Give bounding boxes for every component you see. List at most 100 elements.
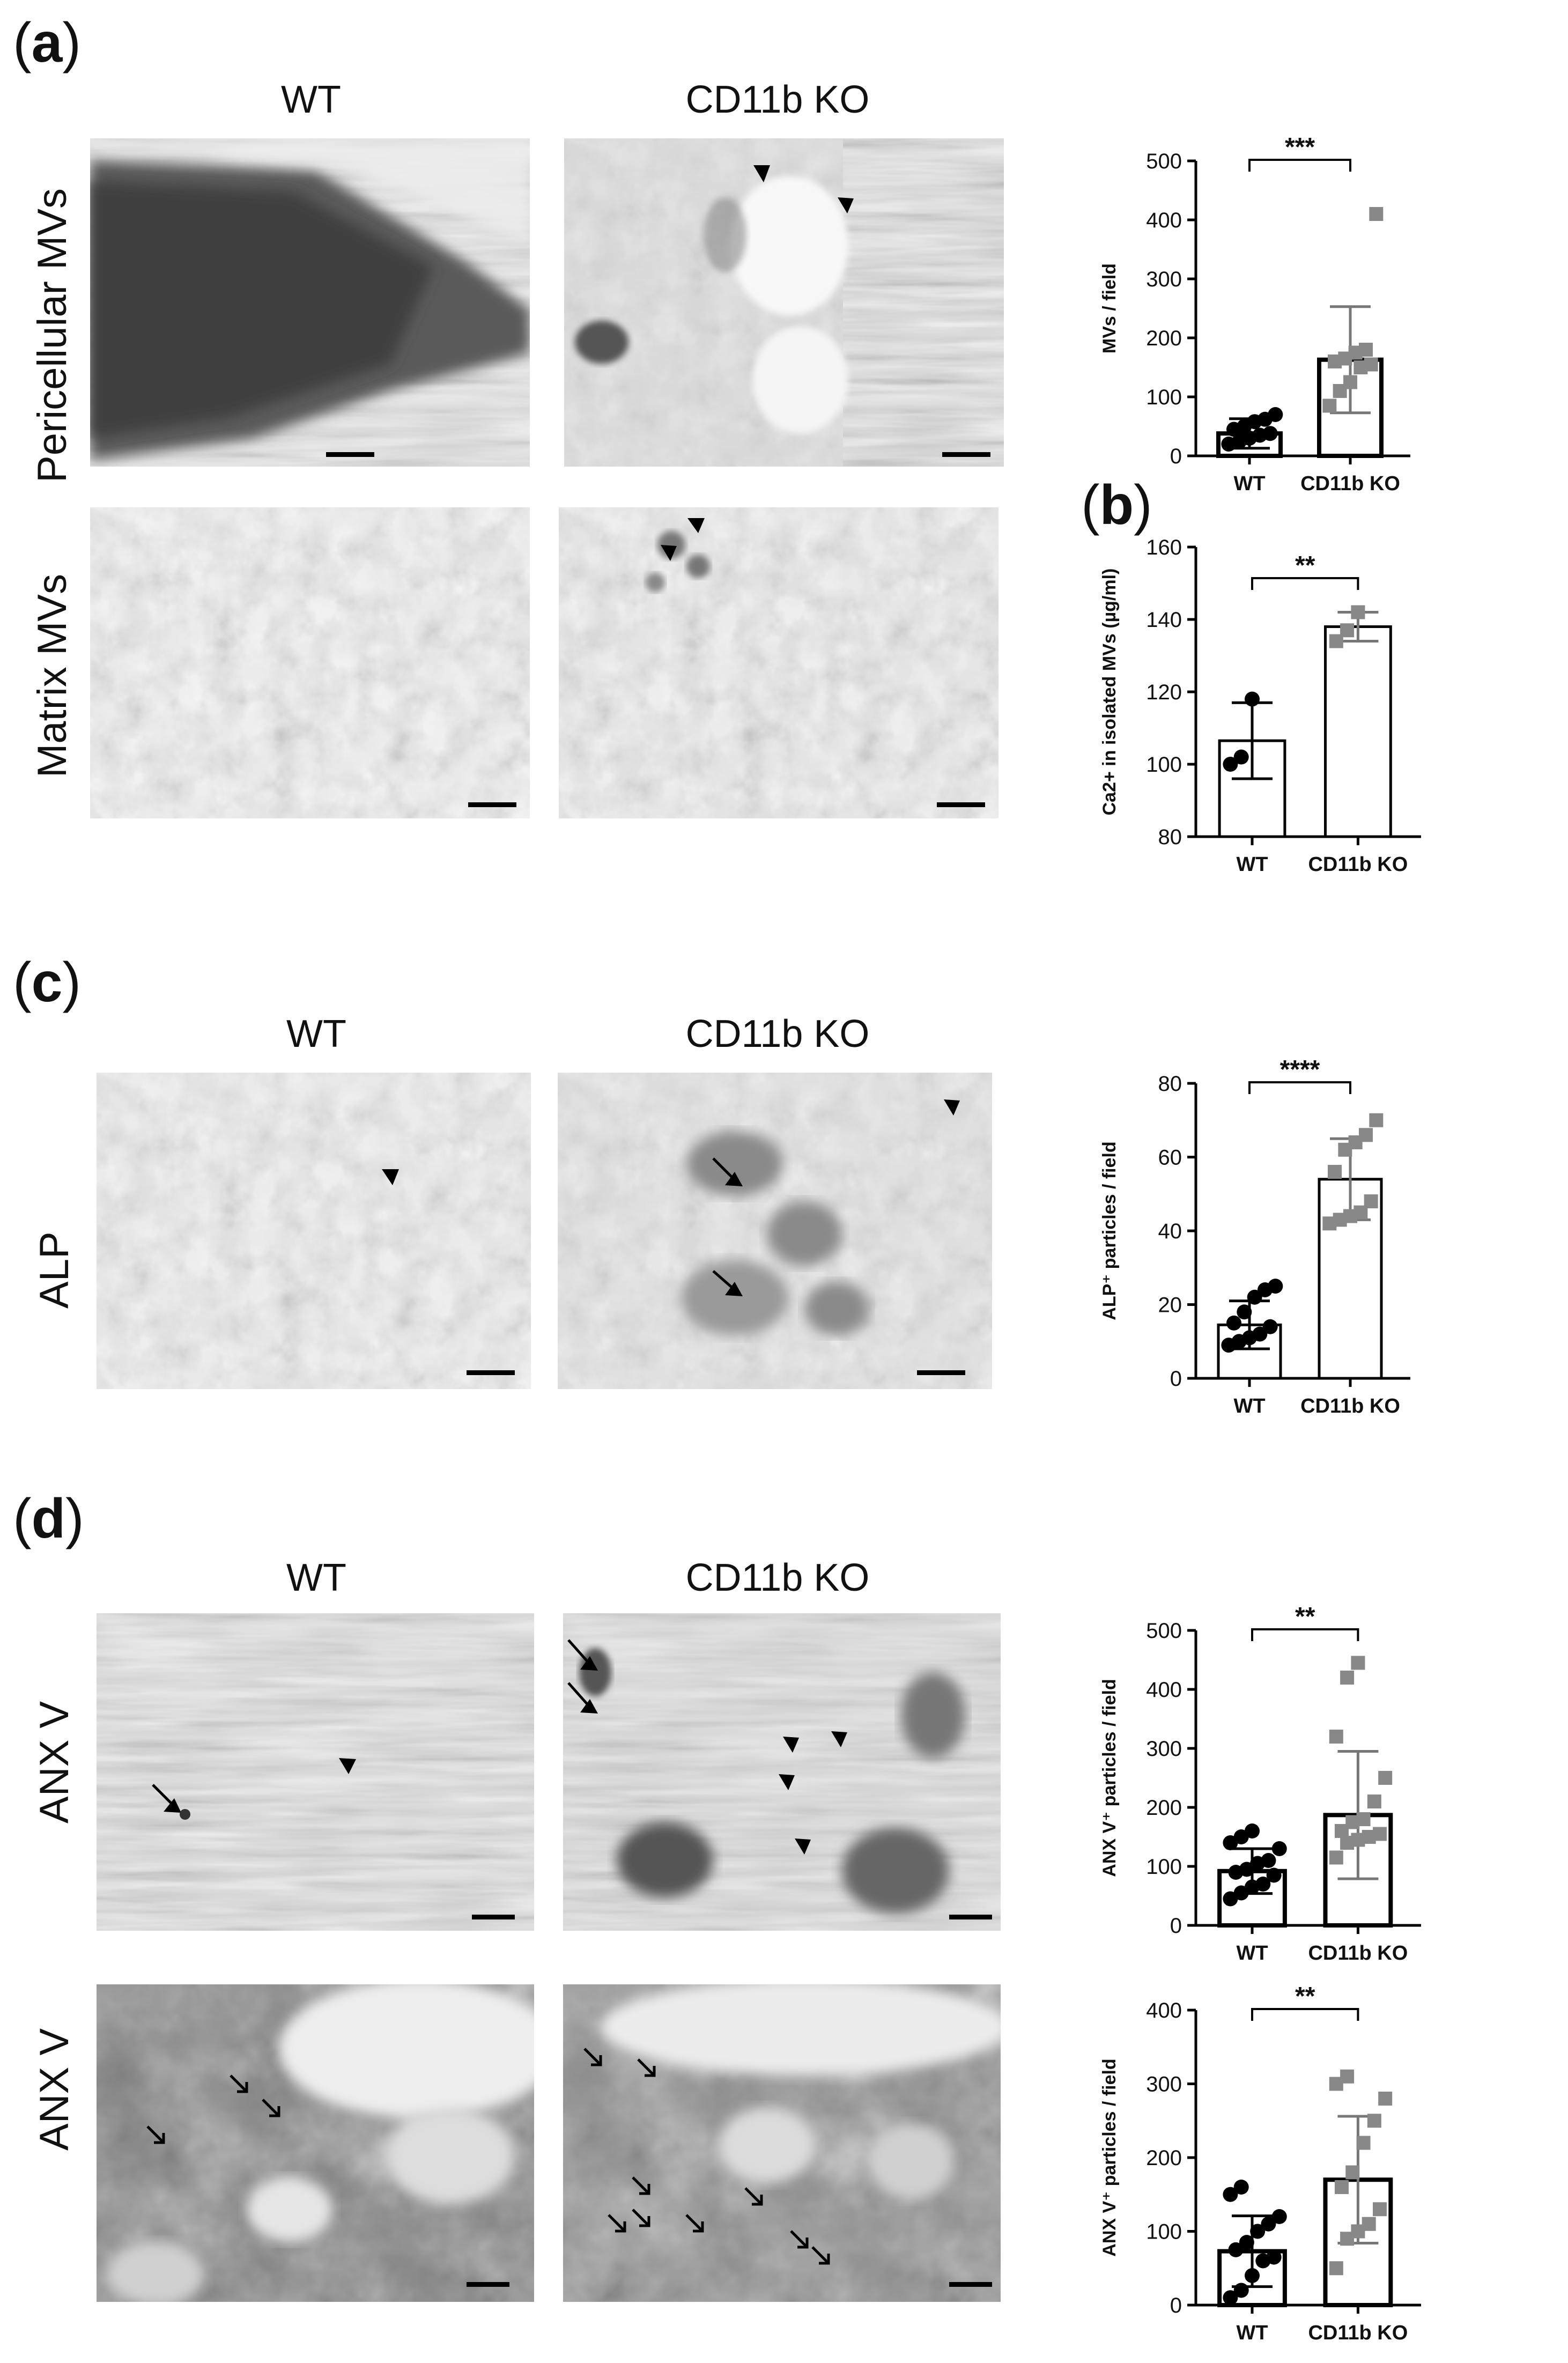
panel-letter-c: (c) bbox=[13, 951, 82, 1014]
micrograph-pericellular-wt bbox=[90, 138, 530, 467]
data-point bbox=[1351, 1656, 1365, 1670]
y-tick-label: 500 bbox=[1146, 150, 1182, 173]
row-label-anxv-2: ANX V bbox=[32, 2028, 77, 2151]
y-tick-label: 140 bbox=[1146, 608, 1182, 632]
scale-bar bbox=[467, 2282, 509, 2287]
scale-bar bbox=[942, 452, 990, 457]
data-point bbox=[1233, 2180, 1249, 2195]
y-tick-label: 200 bbox=[1146, 1796, 1182, 1820]
column-label-ko-d: CD11b KO bbox=[685, 1556, 870, 1599]
data-point bbox=[1268, 407, 1283, 422]
data-point bbox=[1373, 2202, 1387, 2217]
row-label-alp: ALP bbox=[32, 1231, 77, 1309]
data-point bbox=[1362, 2217, 1376, 2231]
micrograph-anxv-wt-2 bbox=[97, 1984, 534, 2302]
data-point bbox=[1245, 2268, 1260, 2283]
scale-bar bbox=[468, 802, 516, 807]
micrograph-pericellular-ko bbox=[564, 138, 1004, 467]
arrowhead-marker bbox=[382, 1169, 399, 1185]
data-point bbox=[1252, 1326, 1268, 1342]
x-tick-label: CD11b KO bbox=[1308, 1942, 1408, 1965]
data-point bbox=[1262, 1319, 1278, 1334]
y-axis-label: ANX V⁺ particles / field bbox=[1099, 2058, 1120, 2256]
y-tick-label: 0 bbox=[1170, 1914, 1182, 1938]
data-point bbox=[1245, 691, 1260, 707]
data-point bbox=[1233, 749, 1249, 765]
y-tick-label: 0 bbox=[1170, 445, 1182, 468]
chart-anxv-particles-1: 0 100 200 300 400 500 ANX V⁺ particles / field… bbox=[1099, 1603, 1421, 1965]
y-tick-label: 100 bbox=[1146, 386, 1182, 409]
significance-label: **** bbox=[1280, 1055, 1320, 1084]
y-tick-label: 300 bbox=[1146, 268, 1182, 291]
significance-label: ** bbox=[1295, 1982, 1315, 2011]
column-label-wt-d: WT bbox=[286, 1556, 346, 1599]
column-label-ko-c: CD11b KO bbox=[685, 1013, 870, 1055]
data-point bbox=[1223, 2187, 1238, 2202]
significance-bracket bbox=[1248, 1081, 1351, 1094]
significance-label: ** bbox=[1295, 1603, 1315, 1631]
data-point bbox=[1266, 1867, 1282, 1883]
x-tick-label: WT bbox=[1236, 2322, 1268, 2344]
y-axis-label: ALP⁺ particles / field bbox=[1099, 1141, 1120, 1320]
significance-label: ** bbox=[1295, 551, 1315, 580]
arrowhead-marker bbox=[831, 1731, 847, 1747]
y-tick-label: 160 bbox=[1146, 536, 1182, 559]
data-point bbox=[1228, 2242, 1244, 2257]
arrowhead-marker bbox=[661, 545, 677, 561]
data-point bbox=[1237, 1304, 1252, 1320]
open-arrow-markers bbox=[583, 2048, 830, 2265]
data-point bbox=[1261, 1853, 1276, 1868]
y-tick-label: 40 bbox=[1158, 1220, 1182, 1243]
scale-bar bbox=[937, 802, 985, 807]
data-point bbox=[1356, 2136, 1371, 2150]
y-tick-label: 60 bbox=[1158, 1146, 1182, 1170]
data-point bbox=[1364, 357, 1378, 372]
arrowhead-marker bbox=[339, 1758, 356, 1774]
data-point bbox=[1356, 1812, 1371, 1826]
arrowhead-marker bbox=[944, 1099, 960, 1116]
micrograph-anxv-ko-1 bbox=[563, 1613, 1001, 1931]
arrowhead-marker bbox=[753, 165, 770, 182]
y-tick-label: 0 bbox=[1170, 1367, 1182, 1391]
y-tick-label: 0 bbox=[1170, 2294, 1182, 2317]
micrograph-anxv-ko-2 bbox=[563, 1984, 1001, 2302]
data-point bbox=[1262, 426, 1278, 441]
y-tick-label: 80 bbox=[1158, 1072, 1182, 1096]
data-point bbox=[1268, 1279, 1283, 1294]
data-point bbox=[1255, 1877, 1271, 1892]
arrow-marker bbox=[712, 1270, 736, 1291]
data-point bbox=[1328, 1165, 1342, 1179]
y-tick-label: 400 bbox=[1146, 1678, 1182, 1702]
significance-bracket bbox=[1248, 159, 1351, 172]
column-label-wt-c: WT bbox=[286, 1013, 346, 1055]
data-point bbox=[1334, 2180, 1349, 2194]
arrowhead-marker bbox=[687, 518, 705, 533]
scale-bar bbox=[467, 1370, 515, 1375]
significance-bracket bbox=[1251, 577, 1359, 590]
data-point bbox=[1340, 2069, 1355, 2084]
arrow-marker bbox=[152, 1784, 175, 1807]
y-tick-label: 500 bbox=[1146, 1619, 1182, 1643]
y-tick-label: 300 bbox=[1146, 1737, 1182, 1761]
x-tick-label: CD11b KO bbox=[1308, 2322, 1408, 2344]
y-tick-label: 300 bbox=[1146, 2073, 1182, 2096]
data-point bbox=[1359, 1128, 1373, 1142]
scale-bar bbox=[472, 1915, 515, 1919]
data-point bbox=[1329, 2261, 1343, 2276]
scale-bar bbox=[917, 1370, 965, 1375]
arrowhead-marker bbox=[795, 1838, 811, 1855]
data-point bbox=[1322, 398, 1337, 413]
data-point bbox=[1340, 623, 1355, 638]
chart-ca2-isolated-mvs: 80 100 120 140 160 Ca2+ in isolated MVs (µg/m… bbox=[1099, 536, 1421, 876]
data-point bbox=[1271, 1841, 1287, 1856]
panel-letter-d: (d) bbox=[13, 1488, 84, 1550]
data-point bbox=[1223, 757, 1238, 772]
y-tick-label: 100 bbox=[1146, 1855, 1182, 1879]
y-tick-label: 200 bbox=[1146, 327, 1182, 350]
chart-anxv-particles-2: 0 100 200 300 400 ANX V⁺ particles / field WT C… bbox=[1099, 1982, 1421, 2344]
chart-alp-particles: 0 20 40 60 80 ALP⁺ particles / field WT CD11b K… bbox=[1099, 1055, 1410, 1417]
y-tick-label: 100 bbox=[1146, 753, 1182, 777]
arrow-marker bbox=[567, 1639, 591, 1665]
row-label-pericellular: Pericellular MVs bbox=[29, 188, 75, 483]
y-tick-label: 200 bbox=[1146, 2146, 1182, 2170]
